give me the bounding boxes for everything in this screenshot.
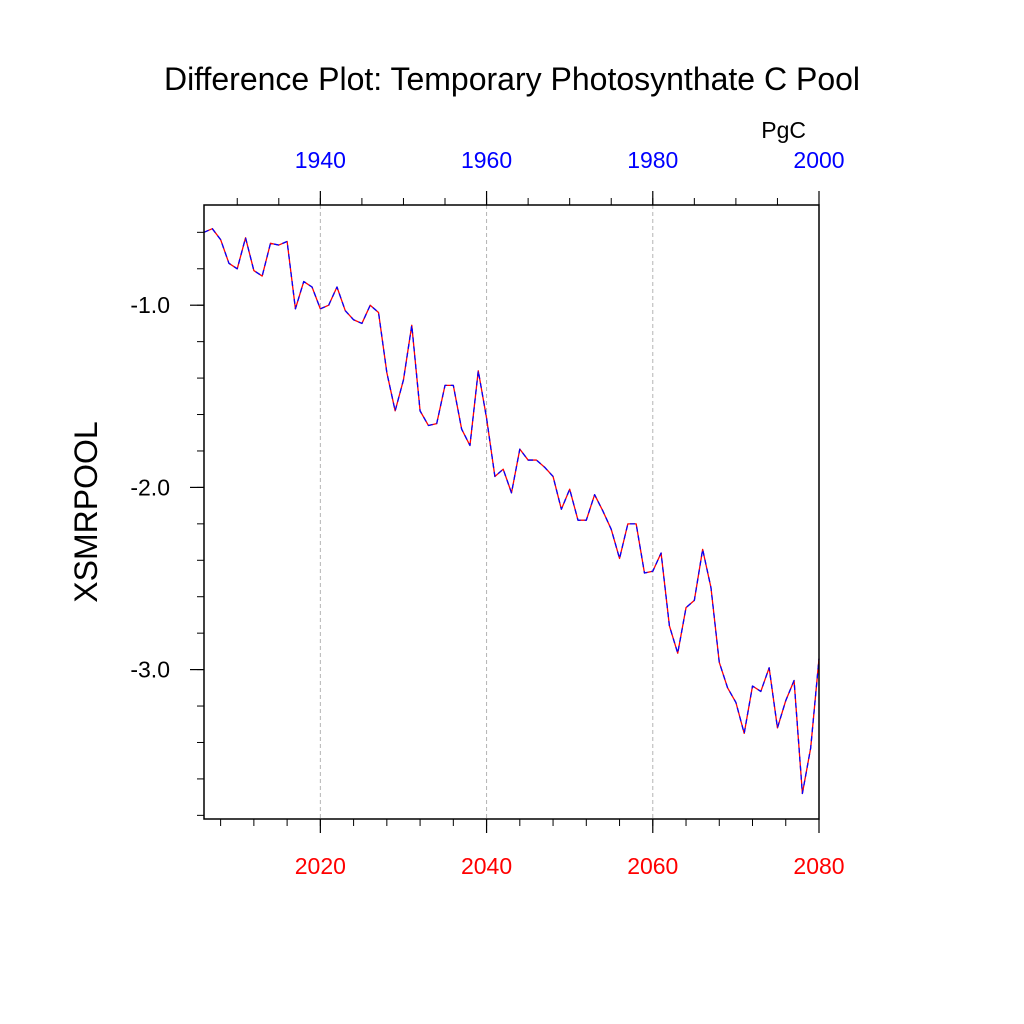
top-tick-label: 1940 [295, 147, 346, 173]
series-line-blue [203, 228, 820, 795]
top-tick-label: 1980 [627, 147, 678, 173]
tick-labels: 2020 2040 2060 2080 1940 1960 1980 2000 -1.0 -2.0… [130, 147, 844, 879]
bottom-tick-label: 2080 [793, 853, 844, 879]
y-tick-label: -2.0 [130, 474, 170, 500]
chart-title: Difference Plot: Temporary Photosynthate… [164, 61, 860, 97]
axis-ticks [190, 191, 820, 833]
units-label: PgC [761, 117, 806, 143]
y-tick-label: -1.0 [130, 292, 170, 318]
top-tick-label: 1960 [461, 147, 512, 173]
grid [319, 205, 654, 819]
bottom-tick-label: 2040 [461, 853, 512, 879]
top-tick-label: 2000 [793, 147, 844, 173]
bottom-tick-label: 2020 [295, 853, 346, 879]
data-series [203, 228, 820, 795]
y-tick-label: -3.0 [130, 657, 170, 683]
series-line-red [203, 228, 820, 795]
y-axis-label: XSMRPOOL [68, 421, 104, 602]
bottom-tick-label: 2060 [627, 853, 678, 879]
plot-frame [203, 204, 820, 820]
